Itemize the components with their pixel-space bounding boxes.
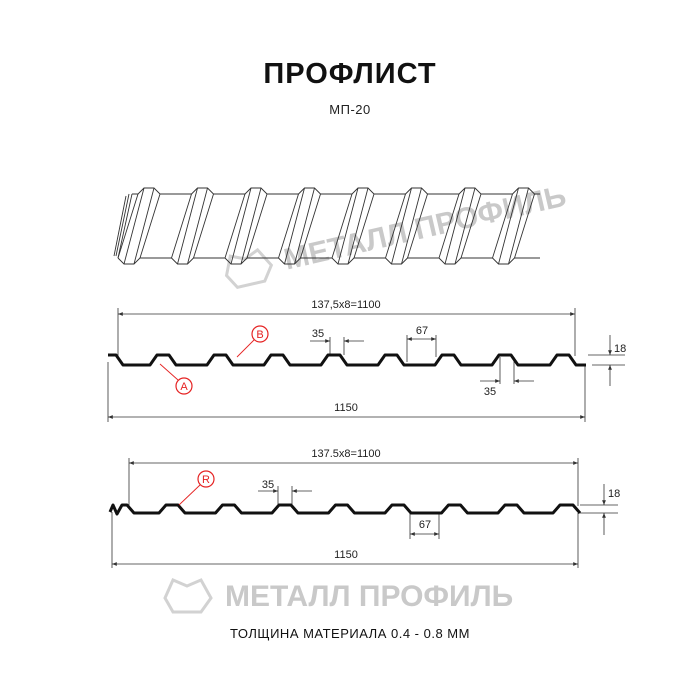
width-label: 1150 bbox=[334, 549, 358, 561]
sheet-edge bbox=[113, 195, 127, 257]
sheet-edge bbox=[284, 187, 305, 265]
marker-b: B bbox=[236, 325, 269, 358]
sheet-edge bbox=[187, 187, 208, 265]
sheet-edge bbox=[177, 187, 198, 265]
sheet-edge bbox=[331, 193, 353, 259]
profile-2-shape bbox=[108, 503, 582, 516]
sheet-edge bbox=[454, 187, 476, 265]
rib-label: 67 bbox=[419, 519, 431, 531]
pitch-label: 137.5x8=1100 bbox=[311, 448, 380, 460]
height-label: 18 bbox=[608, 488, 620, 500]
bottom-shelf-label: 35 bbox=[484, 386, 496, 398]
sheet-edge bbox=[171, 193, 192, 259]
width-label: 1150 bbox=[334, 402, 358, 414]
sheet-edge bbox=[353, 193, 375, 259]
sheet-edge bbox=[246, 193, 268, 259]
sheet-edge bbox=[278, 193, 299, 259]
sheet-edge bbox=[240, 187, 262, 265]
profile-1 bbox=[107, 308, 625, 422]
sheet-edge bbox=[460, 193, 482, 259]
sheet-edge bbox=[117, 193, 139, 259]
svg-text:R: R bbox=[202, 474, 210, 486]
profile-1-shape bbox=[108, 353, 586, 367]
sheet-edge bbox=[115, 193, 130, 257]
page-subtitle: МП-20 bbox=[329, 102, 371, 117]
sheet-edge bbox=[230, 187, 252, 265]
pitch-label: 137,5x8=1100 bbox=[311, 299, 380, 311]
top-shelf-label: 35 bbox=[262, 479, 274, 491]
sheet-edge bbox=[444, 187, 466, 265]
top-shelf-label: 35 bbox=[312, 328, 324, 340]
sheet-outline bbox=[132, 187, 540, 195]
sheet-edge bbox=[508, 187, 529, 265]
sheet-edge bbox=[498, 187, 519, 265]
sheet-edge bbox=[438, 193, 460, 259]
marker-r: R bbox=[178, 470, 215, 506]
marker-a: A bbox=[159, 363, 193, 395]
sheet-edge bbox=[492, 193, 513, 259]
material-thickness-note: ТОЛЩИНА МАТЕРИАЛА 0.4 - 0.8 ММ bbox=[230, 626, 470, 641]
watermark-logo-icon bbox=[163, 578, 213, 614]
sheet-edge bbox=[133, 187, 155, 265]
watermark-2: МЕТАЛЛ ПРОФИЛЬ bbox=[163, 578, 513, 614]
profile-2 bbox=[111, 458, 618, 568]
watermark-text: МЕТАЛЛ ПРОФИЛЬ bbox=[225, 580, 513, 613]
sheet-edge bbox=[123, 187, 145, 265]
sheet-3d-view bbox=[113, 187, 540, 265]
sheet-edge bbox=[117, 193, 133, 259]
sheet-edge bbox=[294, 187, 315, 265]
sheet-outline bbox=[117, 257, 540, 265]
page-title: ПРОФЛИСТ bbox=[263, 58, 437, 90]
sheet-edge bbox=[139, 193, 161, 259]
sheet-edge bbox=[224, 193, 246, 259]
sheet-edge bbox=[193, 193, 214, 259]
sheet-edge bbox=[300, 193, 321, 259]
svg-text:A: A bbox=[180, 381, 188, 393]
svg-text:B: B bbox=[256, 329, 263, 341]
sheet-edge bbox=[347, 187, 369, 265]
sheet-edge bbox=[391, 187, 412, 265]
sheet-edge bbox=[385, 193, 406, 259]
sheet-edge bbox=[407, 193, 428, 259]
sheet-edge bbox=[514, 193, 535, 259]
watermark-1: МЕТАЛЛ ПРОФИЛЬ bbox=[224, 180, 569, 289]
sheet-edge bbox=[401, 187, 422, 265]
sheet-edge bbox=[337, 187, 359, 265]
height-label: 18 bbox=[614, 343, 626, 355]
rib-label: 67 bbox=[416, 325, 428, 337]
